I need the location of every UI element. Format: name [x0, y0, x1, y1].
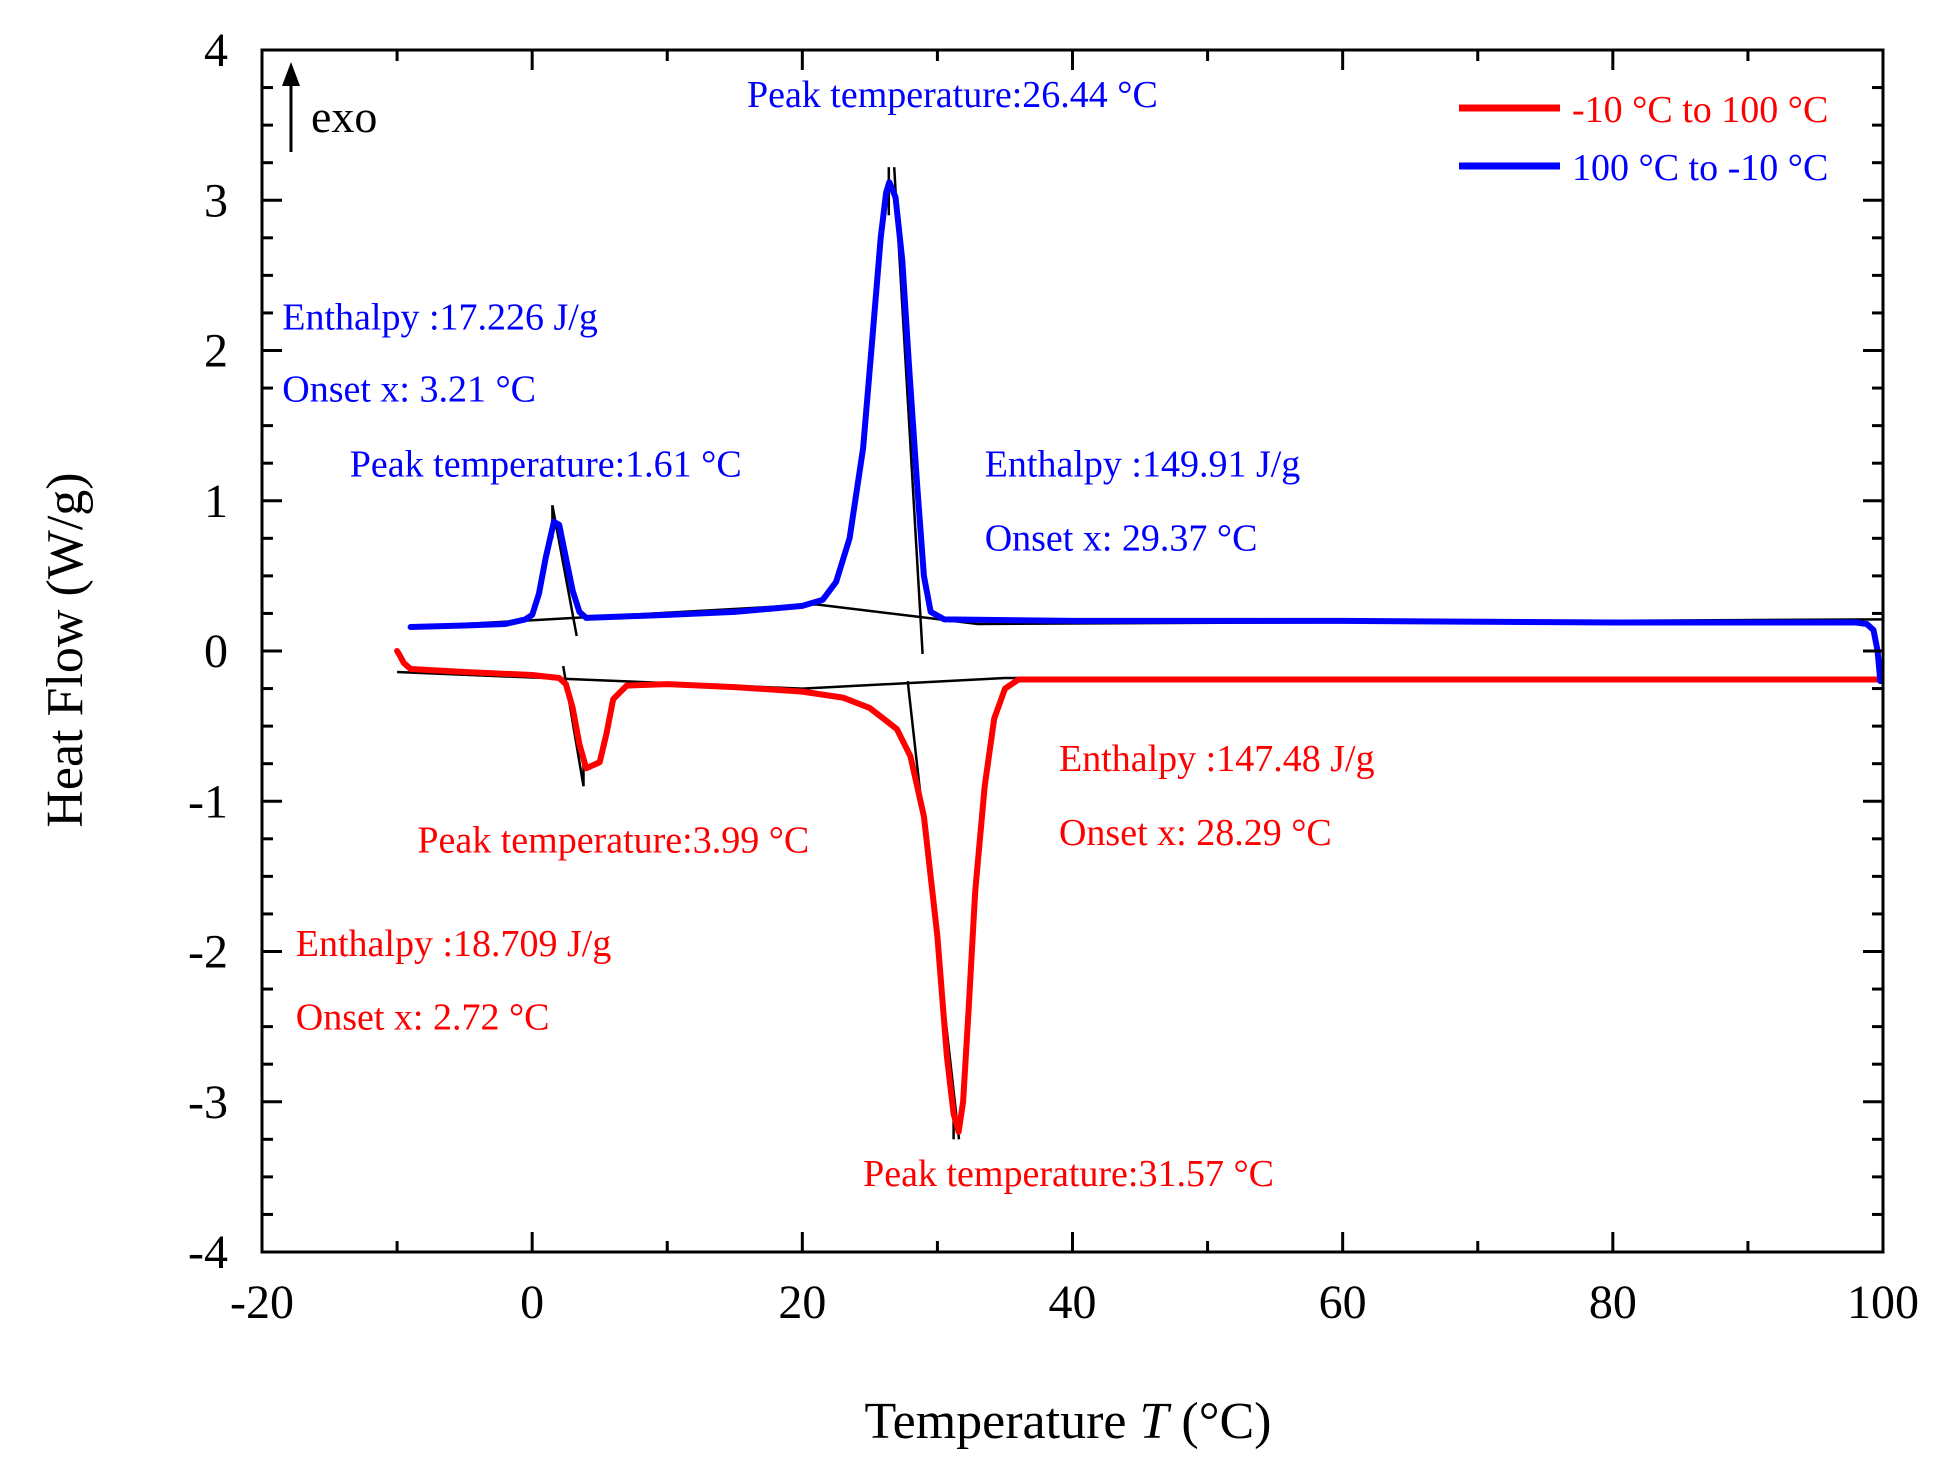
- x-tick-label: 80: [1589, 1276, 1637, 1329]
- exo-arrow-icon: [282, 62, 300, 86]
- y-tick-label: 0: [204, 625, 228, 678]
- axis-ticks: [260, 48, 1885, 1254]
- tangent-layer: [551, 167, 961, 1140]
- y-tick-label: -4: [188, 1226, 228, 1279]
- series-layer: [394, 179, 1884, 1135]
- y-tick-label: 1: [204, 475, 228, 528]
- annotation-label: Onset x: 2.72 °C: [296, 997, 550, 1039]
- exo-indicator: exo: [282, 62, 377, 152]
- annotation-layer: Peak temperature:26.44 °C Enthalpy :17.22…: [282, 74, 1374, 1195]
- annotation-label: Enthalpy :147.48 J/g: [1059, 738, 1375, 780]
- plot-frame: [260, 48, 1885, 1254]
- y-tick-label: 3: [204, 174, 228, 227]
- heating-series-line: [394, 648, 1884, 1135]
- x-tick-label: 20: [778, 1276, 826, 1329]
- x-tick-label: 40: [1049, 1276, 1097, 1329]
- y-tick-label: -1: [188, 775, 228, 828]
- annotation-label: Enthalpy :17.226 J/g: [282, 296, 598, 338]
- y-axis-label: Heat Flow (W/g): [37, 472, 94, 827]
- annotation-label: Peak temperature:1.61 °C: [350, 444, 742, 486]
- tangent-line: [551, 505, 578, 637]
- axis-tick-labels: -20 0 20 40 60 80 100 -4 -3 -2 -1 0 1 2 3 4: [188, 24, 1919, 1329]
- x-axis-label: Temperature T (°C): [864, 1393, 1271, 1450]
- legend-label: -10 °C to 100 °C: [1572, 89, 1828, 131]
- legend-label: 100 °C to -10 °C: [1572, 147, 1828, 189]
- annotation-label: Onset x: 29.37 °C: [985, 517, 1258, 559]
- y-tick-label: 2: [204, 325, 228, 378]
- x-tick-label: -20: [230, 1276, 294, 1329]
- cooling-series-line: [407, 179, 1884, 685]
- annotation-label: Peak temperature:3.99 °C: [417, 819, 809, 861]
- annotation-label: Peak temperature:31.57 °C: [863, 1153, 1274, 1195]
- legend: -10 °C to 100 °C 100 °C to -10 °C: [1459, 89, 1828, 189]
- x-tick-label: 100: [1847, 1276, 1919, 1329]
- annotation-label: Onset x: 28.29 °C: [1059, 812, 1332, 854]
- exo-label: exo: [311, 91, 377, 142]
- annotation-label: Enthalpy :149.91 J/g: [985, 444, 1301, 486]
- x-tick-label: 60: [1319, 1276, 1367, 1329]
- y-tick-label: 4: [204, 24, 228, 77]
- x-axis-variable: T: [1139, 1393, 1171, 1450]
- y-tick-label: -3: [188, 1076, 228, 1129]
- x-tick-label: 0: [520, 1276, 544, 1329]
- annotation-label: Onset x: 3.21 °C: [282, 369, 536, 411]
- annotation-label: Enthalpy :18.709 J/g: [296, 923, 612, 965]
- annotation-label: Peak temperature:26.44 °C: [747, 74, 1158, 116]
- y-tick-label: -2: [188, 926, 228, 979]
